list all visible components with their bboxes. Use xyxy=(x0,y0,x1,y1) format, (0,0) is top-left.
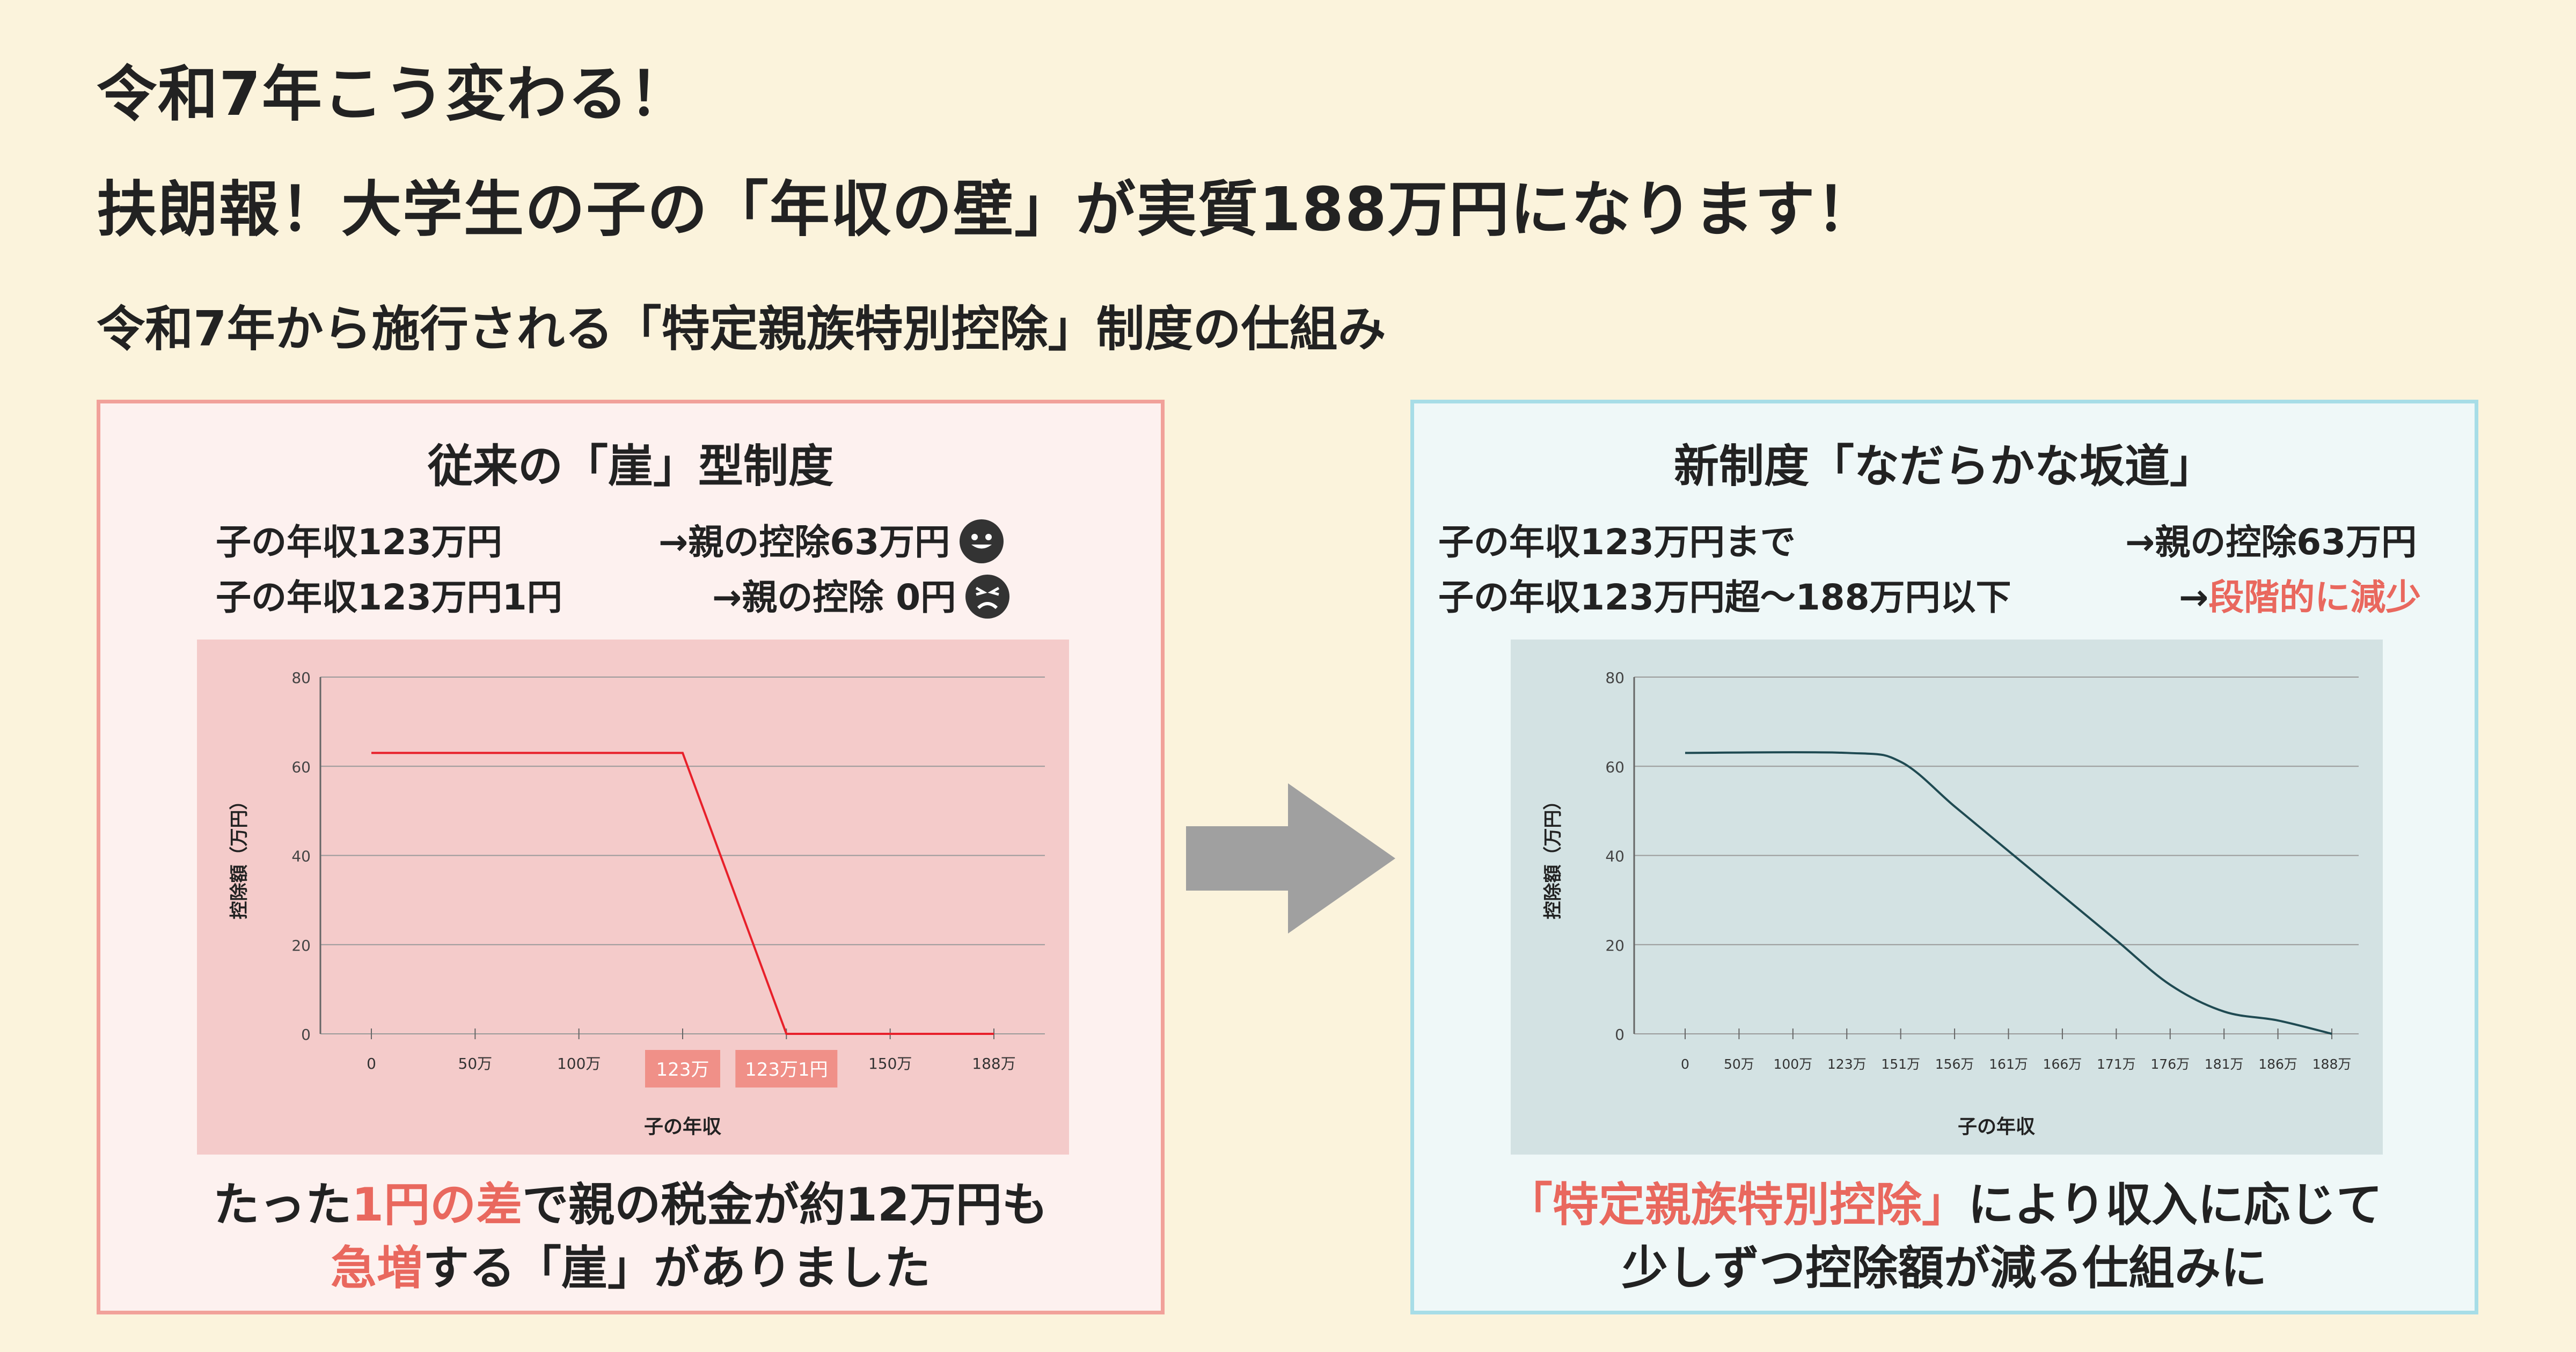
y-axis-label: 控除額（万円） xyxy=(229,792,250,920)
old-system-title: 従来の「崖」型制度 xyxy=(427,440,833,493)
old-deduction-line xyxy=(371,752,994,1035)
x-tick-label: 150万 xyxy=(868,1055,912,1072)
x-tick-label: 188万 xyxy=(2312,1056,2352,1072)
x-axis-label: 子の年収 xyxy=(644,1116,721,1138)
title-line-1: 令和7年こう変わる！ xyxy=(97,60,690,129)
new-system-caption: 「特定親族特別控除」により収入に応じて 少しずつ控除額が減る仕組みに xyxy=(1414,1173,2475,1300)
x-tick-label: 186万 xyxy=(2258,1056,2297,1072)
x-tick-label: 50万 xyxy=(1724,1056,1754,1072)
old-caption-line-1: たった1円の差で親の税金が約12万円も xyxy=(100,1173,1161,1237)
old-caption-2b: する「崖」がありました xyxy=(423,1241,931,1295)
old-row-2-left: 子の年収123万円1円 xyxy=(216,577,562,618)
y-tick-label: 40 xyxy=(1605,848,1624,865)
old-row-2-right: →親の控除 0円 xyxy=(712,569,1010,622)
old-caption-1c: で親の税金が約12万円も xyxy=(522,1178,1048,1232)
new-row-2-arrow: → xyxy=(2179,577,2209,618)
right-arrow-icon xyxy=(1186,783,1395,934)
x-tick-label: 151万 xyxy=(1881,1056,1920,1072)
old-row-1-right-text: →親の控除63万円 xyxy=(658,521,950,563)
y-tick-label: 80 xyxy=(1605,669,1624,687)
old-caption-line-2: 急増する「崖」がありました xyxy=(100,1237,1161,1300)
y-tick-label: 80 xyxy=(291,669,311,687)
new-system-title: 新制度「なだらかな坂道」 xyxy=(1673,440,2215,493)
x-tick-label: 0 xyxy=(1681,1056,1689,1072)
new-caption-line-1: 「特定親族特別控除」により収入に応じて xyxy=(1414,1173,2475,1237)
old-system-panel: 従来の「崖」型制度 子の年収123万円 →親の控除63万円 子の年収123万円1… xyxy=(97,400,1165,1314)
x-tick-label: 176万 xyxy=(2150,1056,2190,1072)
new-row-2-right: →段階的に減少 xyxy=(2179,569,2421,620)
y-tick-label: 40 xyxy=(291,848,311,865)
old-caption-1b: 1円の差 xyxy=(352,1178,523,1232)
new-row-1-left: 子の年収123万円まで xyxy=(1438,521,1796,563)
old-row-1-left: 子の年収123万円 xyxy=(216,521,502,563)
x-tick-label: 161万 xyxy=(1989,1056,2028,1072)
new-row-1-right: →親の控除63万円 xyxy=(2125,521,2417,563)
x-tick-label: 50万 xyxy=(458,1055,493,1072)
new-caption-1a: 「特定親族特別控除」 xyxy=(1506,1178,1968,1232)
y-tick-label: 60 xyxy=(291,758,311,776)
x-tick-label: 188万 xyxy=(972,1055,1015,1072)
old-system-chart: 0 20 40 60 80 0 50万 100万 123万 123万1円 150万 188万子の年収 控… xyxy=(197,640,1069,1155)
x-tick-label: 166万 xyxy=(2043,1056,2082,1072)
old-row-1-right: →親の控除63万円 xyxy=(658,513,1004,567)
new-caption-line-2: 少しずつ控除額が減る仕組みに xyxy=(1621,1241,2267,1295)
x-tick-label: 100万 xyxy=(1773,1056,1812,1072)
y-tick-label: 0 xyxy=(301,1026,311,1044)
x-tick-label: 123万 xyxy=(656,1059,709,1081)
x-tick-label: 123万 xyxy=(1827,1056,1867,1072)
x-tick-label: 100万 xyxy=(557,1055,601,1072)
new-row-2-left: 子の年収123万円超〜188万円以下 xyxy=(1438,577,2011,618)
new-system-panel: 新制度「なだらかな坂道」 子の年収123万円まで →親の控除63万円 子の年収1… xyxy=(1410,400,2478,1314)
highlight-tag xyxy=(645,1050,720,1088)
x-tick-label: 171万 xyxy=(2097,1056,2136,1072)
highlight-tag xyxy=(735,1050,838,1088)
new-system-chart: 0 20 40 60 80 0 50万 100万 123万 151万 156万 161万 166万 171… xyxy=(1511,640,2383,1155)
y-axis-label: 控除額（万円） xyxy=(1542,792,1564,920)
x-tick-label: 0 xyxy=(367,1055,376,1072)
old-caption-1a: たった xyxy=(213,1178,352,1232)
new-row-2-emphasis: 段階的に減少 xyxy=(2208,577,2421,618)
new-chart-svg: 0 20 40 60 80 0 50万 100万 123万 151万 156万 161万 166万 171… xyxy=(1542,669,2359,1138)
x-tick-label: 181万 xyxy=(2205,1056,2244,1072)
smile-face-icon xyxy=(960,519,1004,563)
old-system-caption: たった1円の差で親の税金が約12万円も 急増する「崖」がありました xyxy=(100,1173,1161,1300)
y-tick-label: 60 xyxy=(1605,758,1624,776)
old-row-2-right-text: →親の控除 0円 xyxy=(712,577,956,618)
subtitle: 令和7年から施行される「特定親族特別控除」制度の仕組み xyxy=(97,301,1386,357)
x-tick-label: 156万 xyxy=(1935,1056,1974,1072)
y-tick-label: 20 xyxy=(291,937,311,954)
new-caption-1b: により収入に応じて xyxy=(1967,1178,2383,1232)
angry-face-icon xyxy=(965,574,1010,619)
y-tick-label: 0 xyxy=(1615,1026,1624,1044)
y-tick-label: 20 xyxy=(1605,937,1624,954)
old-caption-2a: 急増 xyxy=(331,1241,423,1295)
x-axis-label: 子の年収 xyxy=(1958,1116,2035,1138)
new-deduction-curve xyxy=(1685,751,2332,1035)
title-line-2: 扶朗報！大学生の子の「年収の壁」が実質188万円になります！ xyxy=(97,175,1877,245)
x-tick-label: 123万1円 xyxy=(745,1059,828,1081)
